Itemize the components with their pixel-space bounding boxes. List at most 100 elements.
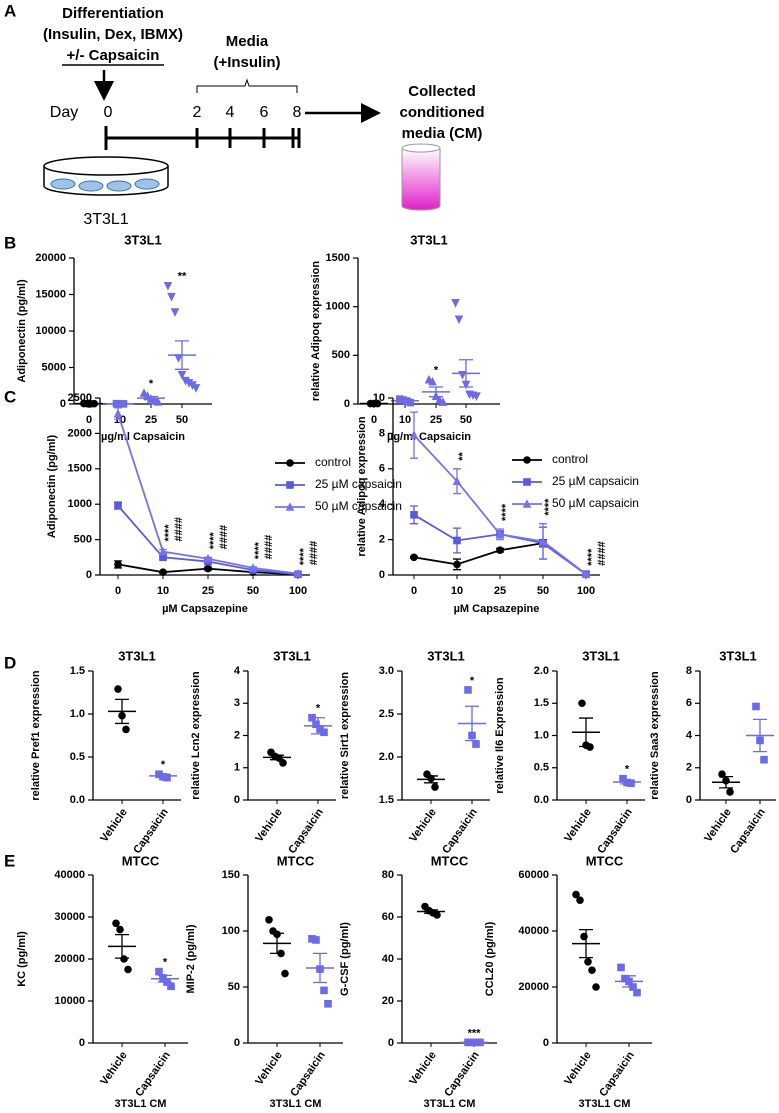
y-tick-label: 100: [222, 925, 240, 937]
data-point: [576, 896, 584, 904]
significance: *: [434, 365, 439, 377]
x-tick-label: 0: [411, 585, 417, 597]
x-axis-label: µg/ml Capsaicin: [387, 431, 471, 443]
data-point: [265, 916, 273, 924]
y-tick-label: 1000: [68, 498, 92, 510]
data-point: [578, 699, 586, 708]
y-tick-label: 8: [686, 665, 692, 677]
x-tick-label: Capsaicin: [440, 806, 480, 856]
y-tick-label: 3.0: [379, 665, 394, 677]
significance: *: [316, 703, 321, 715]
significance: ****: [586, 548, 598, 566]
legend-marker: [285, 502, 295, 511]
data-point: [204, 564, 212, 573]
x-tick-label: 0: [371, 414, 377, 426]
chart-title: 3T3L1: [582, 648, 620, 663]
x-axis-label: 3T3L1 CM: [270, 1098, 322, 1110]
day-number: 4: [226, 104, 235, 121]
data-point: [410, 553, 418, 562]
x-tick-label: 50: [176, 414, 188, 426]
y-tick-label: 20: [382, 995, 394, 1007]
cell: [106, 180, 132, 192]
day-number: 0: [104, 104, 113, 121]
x-tick-label: Capsaicin: [595, 806, 635, 856]
data-point: [184, 379, 194, 388]
y-tick-label: 500: [332, 349, 350, 361]
legend-marker: [523, 478, 531, 486]
data-point: [159, 553, 167, 562]
y-tick-label: 2.5: [379, 708, 394, 720]
x-tick-label: Vehicle: [253, 807, 285, 845]
y-tick-label: 8: [379, 427, 385, 439]
y-tick-label: 10000: [35, 325, 66, 337]
error-bar: [620, 779, 634, 785]
data-point: [114, 560, 122, 569]
x-tick-label: Vehicle: [407, 1050, 439, 1088]
day-number: 6: [260, 104, 269, 121]
error-bar: [398, 399, 412, 403]
y-tick-label: 0: [388, 1037, 394, 1049]
y-axis-label: relative Sirt1 expression: [339, 672, 351, 799]
x-tick-label: 10: [157, 585, 169, 597]
chart-title: 3T3L1: [273, 648, 311, 663]
bracket: [196, 78, 298, 93]
x-tick-label: Vehicle: [407, 807, 439, 845]
x-tick-label: Capsaicin: [728, 806, 768, 856]
data-point: [114, 685, 122, 693]
data-point: [153, 397, 163, 406]
error-bar: [115, 933, 129, 959]
significance: *: [163, 957, 168, 969]
y-tick-label: 1: [234, 762, 240, 774]
data-point: [203, 553, 213, 563]
collected-text: Collected: [408, 83, 476, 100]
error-bar: [313, 952, 327, 984]
y-tick-label: 1500: [68, 463, 92, 475]
legend-marker: [523, 456, 531, 464]
chart-title: MTCC: [431, 853, 469, 868]
data-point: [617, 963, 625, 972]
legend-label: control: [552, 452, 588, 466]
x-tick-label: Capsaicin: [288, 1049, 328, 1099]
y-axis-label: relative Adipoq expression: [356, 416, 368, 556]
collected-text: media (CM): [402, 125, 483, 142]
data-point: [584, 958, 592, 966]
collected-text: conditioned: [400, 104, 485, 121]
y-tick-label: 4: [379, 498, 386, 510]
chart-title: 3T3L1: [410, 232, 448, 247]
significance: ****: [543, 498, 555, 516]
timeline-diagram: Differentiation (Insulin, Dex, IBMX) +/-…: [43, 5, 485, 228]
y-tick-label: 0.5: [534, 762, 549, 774]
data-point: [580, 932, 588, 941]
data-point: [428, 376, 437, 386]
data-point: [538, 536, 548, 546]
data-point: [312, 936, 320, 944]
data-point: [167, 292, 176, 302]
x-tick-label: Capsaicin: [286, 806, 326, 856]
data-point: [181, 376, 190, 386]
data-point: [116, 925, 124, 934]
legend-marker: [286, 459, 294, 467]
data-point: [167, 982, 175, 991]
y-tick-label: 3: [234, 697, 240, 709]
error-bar: [311, 717, 325, 735]
x-tick-label: Vehicle: [98, 807, 130, 845]
legend-label: 25 µM capsaicin: [315, 477, 402, 491]
error-bar: [429, 386, 443, 398]
error-bar: [622, 975, 636, 988]
significance: *: [161, 759, 166, 771]
x-tick-label: Vehicle: [253, 1050, 285, 1088]
day-number: 8: [293, 104, 302, 121]
y-tick-label: 4: [234, 665, 241, 677]
data-point: [320, 986, 328, 995]
x-tick-label: 50: [537, 585, 549, 597]
data-point: [588, 966, 596, 974]
x-tick-label: 100: [289, 585, 307, 597]
x-tick-label: 100: [577, 585, 595, 597]
data-point: [406, 398, 415, 407]
data-point: [177, 371, 187, 380]
data-point: [464, 686, 472, 694]
data-point: [122, 725, 130, 734]
x-tick-label: 50: [247, 585, 259, 597]
treatment-text: Differentiation: [62, 5, 164, 22]
